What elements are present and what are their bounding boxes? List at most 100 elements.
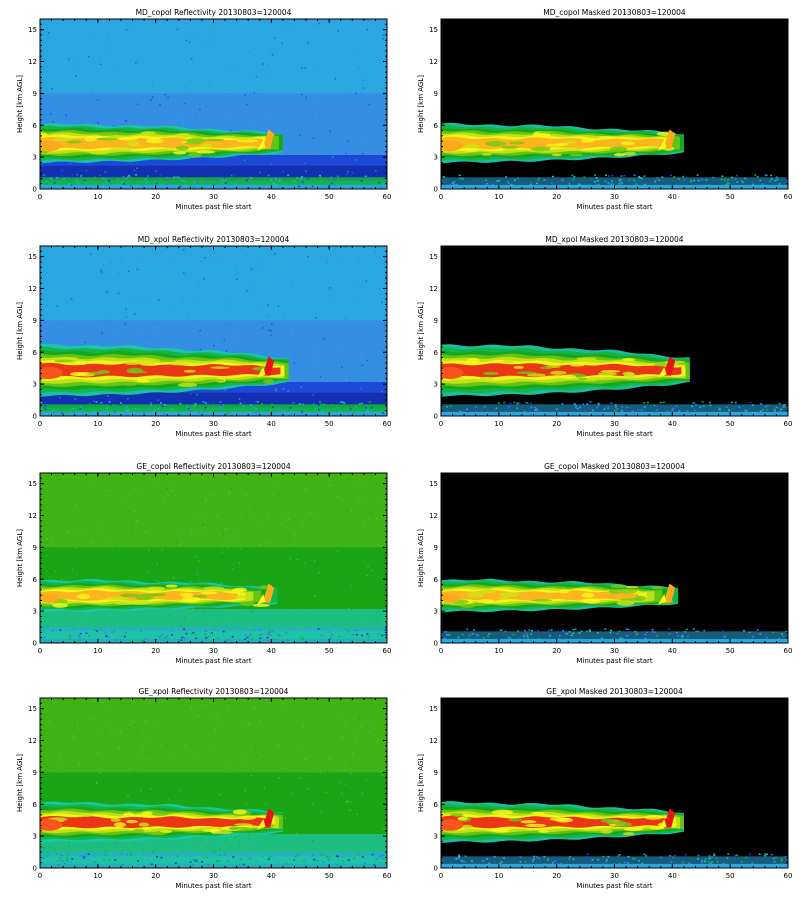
clutter-speck (93, 629, 96, 631)
noise-speck (144, 720, 146, 722)
clutter-speck (695, 630, 698, 633)
y-tick-label: 9 (434, 90, 438, 98)
clutter-speck (202, 629, 205, 631)
noise-speck (318, 154, 320, 157)
clutter-speck (119, 402, 122, 404)
noise-speck (228, 491, 231, 494)
clutter-speck (466, 628, 469, 631)
cloud-streak (501, 145, 520, 149)
clutter-speck (682, 175, 685, 178)
noise-speck (219, 848, 221, 851)
clutter-speck (361, 402, 364, 405)
clutter-speck (304, 862, 307, 865)
clutter-speck (163, 411, 166, 413)
noise-speck (216, 723, 218, 726)
clutter-speck (267, 633, 270, 636)
noise-speck (374, 145, 377, 148)
noise-speck (312, 394, 314, 396)
clutter-speck (470, 860, 473, 862)
noise-speck (233, 721, 236, 724)
clutter-speck (379, 855, 382, 858)
noise-speck (355, 92, 357, 95)
clutter-speck (497, 402, 500, 404)
noise-speck (111, 495, 113, 497)
noise-speck (260, 306, 263, 308)
clutter-speck (516, 402, 519, 404)
cloud-streak (138, 822, 150, 827)
noise-speck (202, 477, 205, 480)
clutter-speck (107, 864, 110, 866)
noise-speck (84, 109, 86, 112)
noise-speck (104, 171, 107, 173)
clutter-speck (756, 176, 759, 178)
noise-speck (385, 832, 387, 835)
noise-speck (340, 263, 342, 265)
noise-speck (317, 352, 319, 354)
noise-speck (168, 777, 170, 779)
clutter-speck (102, 179, 105, 181)
cloud-streak (622, 151, 637, 156)
noise-speck (176, 542, 178, 545)
clutter-speck (183, 628, 186, 630)
clutter-speck (237, 182, 240, 184)
noise-speck (339, 80, 342, 83)
cloud-streak (151, 812, 169, 816)
clutter-speck (524, 401, 527, 404)
clutter-speck (305, 853, 308, 855)
clutter-speck (161, 405, 164, 407)
noise-speck (376, 93, 378, 96)
noise-speck (262, 763, 265, 766)
x-axis-label: Minutes past file start (175, 882, 252, 890)
x-tick-label: 60 (383, 647, 392, 655)
cloud-streak (502, 148, 516, 152)
noise-speck (287, 28, 289, 31)
clutter-speck (365, 407, 368, 409)
clutter-speck (631, 857, 634, 860)
noise-speck (362, 136, 365, 138)
noise-speck (247, 834, 250, 836)
noise-speck (102, 288, 104, 290)
noise-speck (245, 802, 247, 805)
clutter-speck (88, 634, 91, 637)
cloud-streak (450, 813, 464, 817)
noise-speck (158, 483, 161, 486)
cloud-streak (622, 832, 635, 836)
clutter-speck (153, 408, 156, 410)
noise-speck (165, 19, 167, 21)
noise-speck (377, 246, 380, 248)
y-axis-label: Height [km AGL] (16, 529, 24, 587)
x-tick-label: 50 (726, 193, 735, 201)
clutter-speck (222, 183, 225, 185)
clutter-speck (303, 628, 306, 631)
clutter-speck (71, 858, 74, 860)
noise-speck (304, 866, 306, 868)
noise-speck (143, 298, 145, 301)
clutter-speck (171, 634, 174, 636)
clutter-speck (586, 630, 589, 632)
clutter-speck (56, 185, 59, 187)
noise-speck (286, 576, 288, 578)
clutter-speck (256, 401, 259, 403)
clutter-speck (597, 858, 600, 861)
y-tick-label: 6 (434, 801, 439, 809)
noise-speck (355, 740, 358, 743)
surface-clutter (40, 404, 387, 412)
noise-speck (207, 546, 210, 549)
noise-speck (170, 329, 172, 332)
clutter-speck (123, 635, 126, 638)
clutter-speck (204, 406, 207, 409)
clutter-speck (778, 637, 781, 640)
clutter-speck (681, 857, 684, 860)
noise-speck (118, 271, 120, 274)
clutter-speck (634, 630, 637, 633)
noise-speck (166, 492, 168, 494)
cloud-streak (120, 593, 141, 598)
noise-speck (102, 738, 105, 740)
clutter-speck (457, 636, 460, 639)
noise-speck (346, 703, 348, 706)
clutter-speck (500, 861, 503, 864)
y-tick-label: 3 (434, 381, 438, 389)
clutter-speck (499, 862, 502, 865)
clutter-speck (192, 631, 195, 634)
clutter-speck (773, 860, 776, 863)
